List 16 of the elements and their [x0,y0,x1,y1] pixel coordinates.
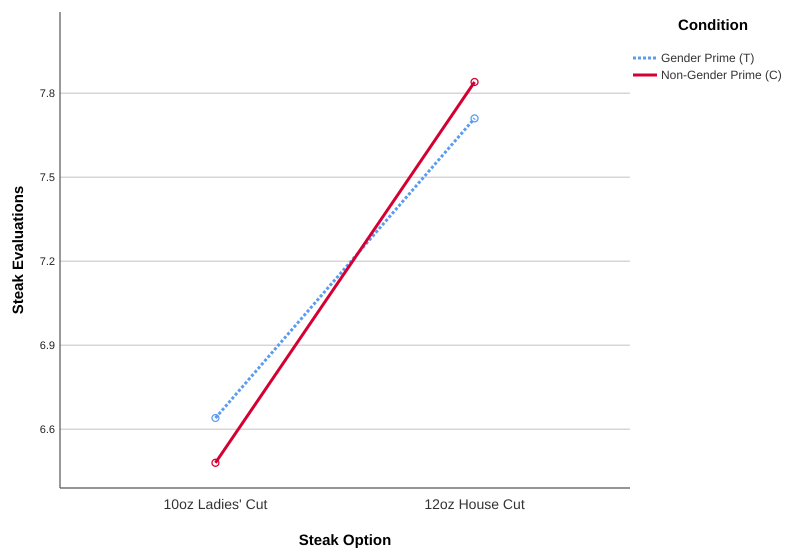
y-tick-label: 6.6 [40,424,55,436]
y-axis-title: Steak Evaluations [10,186,27,314]
x-tick-label: 12oz House Cut [424,496,525,512]
point [211,458,220,467]
point [470,114,479,123]
y-tick-label: 6.9 [40,340,55,352]
legend-title: Condition [678,17,748,34]
legend-label: Non-Gender Prime (C) [661,68,782,82]
y-tick-label: 7.5 [40,172,55,184]
point [211,414,220,422]
x-tick-label: 10oz Ladies' Cut [164,496,268,512]
x-axis-title: Steak Option [298,532,392,548]
point [470,78,479,86]
legend-label: Gender Prime (T) [661,51,754,66]
y-tick-label: 7.8 [40,88,55,100]
y-tick-label: 7.2 [40,256,55,268]
